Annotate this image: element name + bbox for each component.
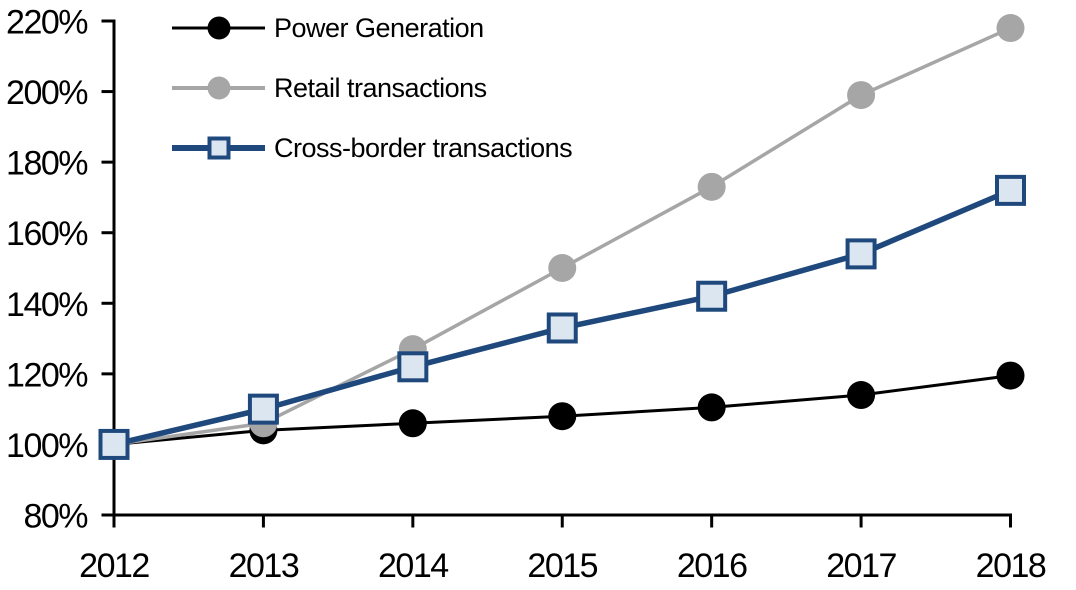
data-point-marker xyxy=(847,381,876,410)
x-tick-label: 2013 xyxy=(229,547,299,585)
y-tick-label: 200% xyxy=(6,74,88,112)
data-point-marker xyxy=(397,351,429,383)
x-tick-label: 2017 xyxy=(826,547,896,585)
data-point-marker xyxy=(697,393,726,422)
data-point-marker xyxy=(697,172,726,201)
legend-label-power-generation: Power Generation xyxy=(274,12,484,43)
y-tick-label: 140% xyxy=(6,286,88,324)
data-point-marker xyxy=(696,280,728,312)
legend-item-power-generation: Power Generation xyxy=(172,0,572,58)
data-point-marker xyxy=(98,428,130,460)
legend-item-retail-transactions: Retail transactions xyxy=(172,58,572,118)
data-point-marker xyxy=(247,393,279,425)
retail-transactions-line-marker-icon xyxy=(172,73,265,103)
data-point-marker xyxy=(398,409,427,438)
legend-item-cross-border-transactions: Cross-border transactions xyxy=(172,118,573,178)
circle-marker-icon xyxy=(207,16,230,40)
legend: Power Generation Retail transactions Cro… xyxy=(172,0,573,178)
data-point-marker xyxy=(546,312,578,344)
legend-label-cross-border-transactions: Cross-border transactions xyxy=(274,132,573,163)
x-tick-label: 2012 xyxy=(79,547,149,585)
data-point-marker xyxy=(996,14,1025,43)
legend-label-retail-transactions: Retail transactions xyxy=(274,72,487,103)
power-generation-line-marker-icon xyxy=(172,13,265,43)
data-point-marker xyxy=(548,254,577,282)
data-point-marker xyxy=(845,238,877,270)
data-point-marker xyxy=(995,174,1026,206)
data-point-marker xyxy=(548,402,577,431)
y-tick-label: 160% xyxy=(6,215,88,253)
x-tick-label: 2016 xyxy=(677,547,747,585)
y-tick-label: 100% xyxy=(6,427,88,465)
y-tick-label: 220% xyxy=(6,4,88,42)
data-point-marker xyxy=(847,81,876,110)
circle-marker-icon xyxy=(207,76,230,100)
cross-border-transactions-line-marker-icon xyxy=(172,133,265,163)
y-tick-label: 180% xyxy=(6,145,88,183)
data-point-marker xyxy=(996,361,1025,390)
x-tick-label: 2018 xyxy=(976,547,1046,585)
y-tick-label: 80% xyxy=(23,498,88,536)
x-tick-label: 2014 xyxy=(378,547,448,585)
y-tick-label: 120% xyxy=(6,356,88,394)
square-marker-icon xyxy=(207,136,230,160)
x-tick-label: 2015 xyxy=(527,547,597,585)
